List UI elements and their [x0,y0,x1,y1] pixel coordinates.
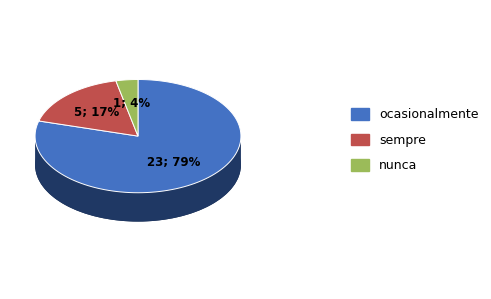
Text: 23; 79%: 23; 79% [147,156,201,169]
Polygon shape [116,80,138,136]
Polygon shape [39,81,138,136]
Polygon shape [35,80,241,193]
Ellipse shape [35,108,241,222]
Polygon shape [35,137,241,222]
Legend: ocasionalmente, sempre, nunca: ocasionalmente, sempre, nunca [346,103,484,177]
Text: 1; 4%: 1; 4% [113,97,150,110]
Text: 5; 17%: 5; 17% [74,106,120,119]
